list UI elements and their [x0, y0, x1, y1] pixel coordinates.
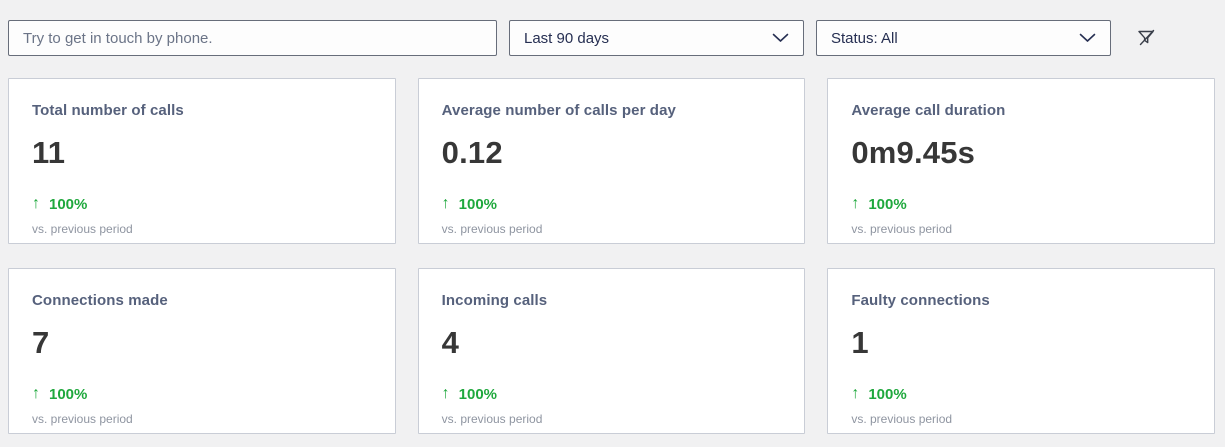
compare-label: vs. previous period: [441, 222, 543, 236]
trend-row: ↑ 100%: [442, 385, 781, 403]
card-value: 0m9.45s: [851, 135, 976, 170]
trend-change: 100%: [49, 385, 88, 403]
trend-row: ↑ 100%: [851, 385, 1190, 403]
date-range-select[interactable]: Last 90 days: [509, 20, 804, 56]
status-select[interactable]: Status: All: [816, 20, 1111, 56]
card-title: Average number of calls per day: [441, 102, 676, 119]
trend-up-icon: ↑: [441, 195, 450, 212]
compare-label: vs. previous period: [32, 412, 133, 426]
card-value: 11: [32, 135, 66, 170]
card-value: 7: [32, 325, 50, 360]
card-title: Total number of calls: [32, 102, 184, 119]
trend-row: ↑ 100%: [32, 385, 371, 403]
stat-card-avg-call-duration: Average call duration 0m9.45s ↑ 100% vs.…: [827, 78, 1215, 244]
stat-card-connections-made: Connections made 7 ↑ 100% vs. previous p…: [8, 268, 396, 434]
trend-change: 100%: [868, 385, 907, 403]
filter-bar: Last 90 days Status: All: [0, 0, 1225, 56]
filter-off-icon: [1138, 29, 1155, 46]
stat-card-incoming-calls: Incoming calls 4 ↑ 100% vs. previous per…: [417, 268, 806, 434]
trend-change: 100%: [868, 195, 907, 213]
card-title: Incoming calls: [441, 292, 548, 309]
card-title: Faulty connections: [851, 292, 990, 309]
trend-change: 100%: [458, 385, 498, 403]
compare-label: vs. previous period: [851, 412, 953, 426]
card-value: 0.12: [441, 135, 503, 170]
stat-card-total-calls: Total number of calls 11 ↑ 100% vs. prev…: [8, 78, 396, 244]
compare-label: vs. previous period: [32, 222, 133, 236]
clear-filters-button[interactable]: [1130, 21, 1164, 55]
phone-search-input[interactable]: [8, 20, 497, 56]
trend-up-icon: ↑: [441, 385, 450, 402]
trend-up-icon: ↑: [851, 195, 860, 212]
status-value: Status: All: [831, 29, 898, 47]
chevron-down-icon: [772, 33, 789, 42]
trend-up-icon: ↑: [32, 385, 40, 402]
trend-row: ↑ 100%: [442, 195, 781, 213]
stats-grid: Total number of calls 11 ↑ 100% vs. prev…: [8, 78, 1215, 434]
trend-row: ↑ 100%: [851, 195, 1190, 213]
date-range-value: Last 90 days: [524, 29, 610, 47]
stat-card-avg-calls-per-day: Average number of calls per day 0.12 ↑ 1…: [417, 78, 806, 244]
card-value: 4: [441, 325, 460, 360]
trend-up-icon: ↑: [851, 385, 860, 402]
calls-dashboard: Last 90 days Status: All Total number of…: [0, 0, 1225, 434]
trend-up-icon: ↑: [32, 195, 40, 212]
trend-change: 100%: [49, 195, 88, 213]
chevron-down-icon: [1079, 33, 1096, 42]
stat-card-faulty-connections: Faulty connections 1 ↑ 100% vs. previous…: [827, 268, 1215, 434]
trend-change: 100%: [458, 195, 498, 213]
card-title: Connections made: [32, 292, 168, 309]
compare-label: vs. previous period: [851, 222, 953, 236]
compare-label: vs. previous period: [441, 412, 543, 426]
card-title: Average call duration: [851, 102, 1006, 119]
trend-row: ↑ 100%: [32, 195, 371, 213]
card-value: 1: [851, 325, 869, 360]
